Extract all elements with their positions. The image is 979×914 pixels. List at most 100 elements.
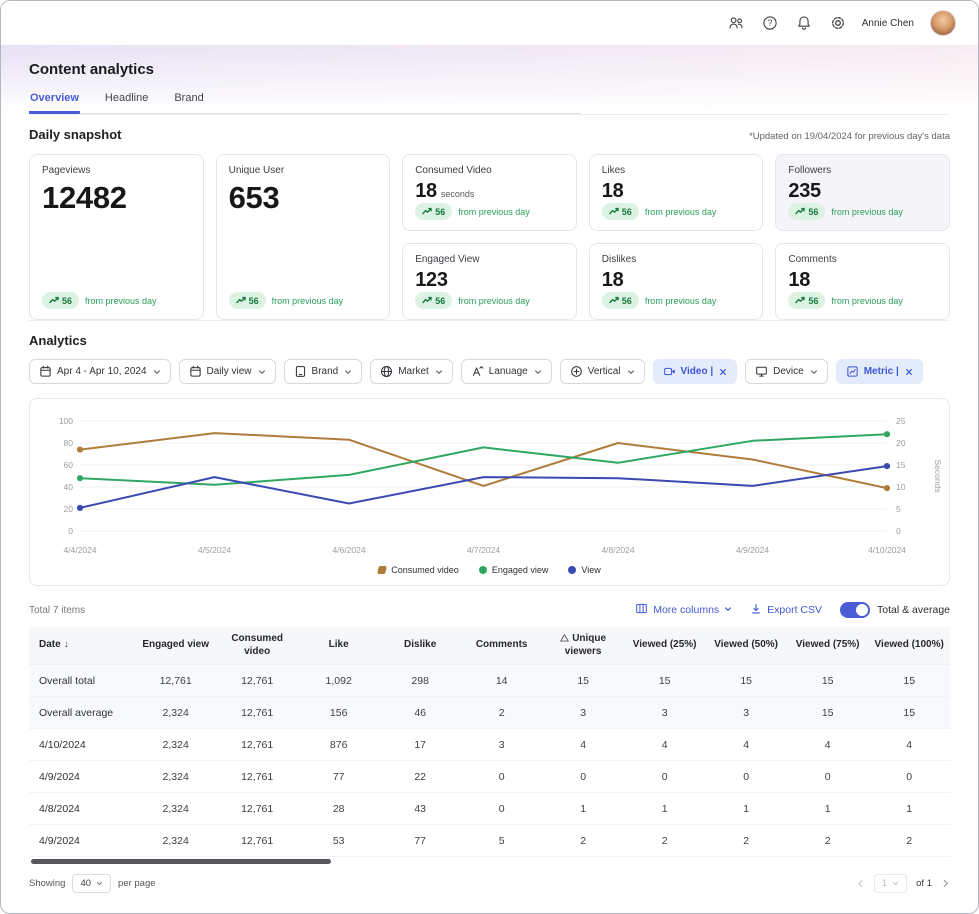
table-row[interactable]: Overall total12,76112,7611,0922981415151… bbox=[29, 665, 950, 697]
table-cell: 2,324 bbox=[135, 761, 217, 793]
table-cell: 1 bbox=[787, 793, 869, 825]
column-header-consumed-video[interactable]: Consumed video bbox=[216, 627, 298, 665]
trend-up-icon bbox=[609, 295, 619, 307]
column-header-viewed-100[interactable]: Viewed (100%) bbox=[868, 627, 950, 665]
filter-chip-video[interactable]: Video | bbox=[653, 359, 738, 384]
more-columns-button[interactable]: More columns bbox=[635, 602, 732, 618]
column-header-comments[interactable]: Comments bbox=[461, 627, 543, 665]
snapshot-card: Likes 18 56 from previous day bbox=[589, 154, 764, 231]
table-cell: 53 bbox=[298, 825, 380, 857]
card-value: 123 bbox=[415, 269, 447, 292]
help-icon[interactable]: ? bbox=[762, 15, 778, 31]
monitor-icon bbox=[755, 365, 768, 378]
table-row[interactable]: 4/10/20242,32412,76187617344444 bbox=[29, 729, 950, 761]
filter-chip-lanuage[interactable]: Lanuage bbox=[461, 359, 552, 384]
table-cell: Overall total bbox=[29, 665, 135, 697]
tab-overview[interactable]: Overview bbox=[29, 92, 80, 114]
table-cell: 0 bbox=[868, 761, 950, 793]
table-cell: 0 bbox=[705, 761, 787, 793]
snapshot-card: Dislikes 18 56 from previous day bbox=[589, 243, 764, 320]
filter-chip-daily-view[interactable]: Daily view bbox=[179, 359, 276, 384]
column-header-viewed-25[interactable]: Viewed (25%) bbox=[624, 627, 706, 665]
column-header-viewed-50[interactable]: Viewed (50%) bbox=[705, 627, 787, 665]
table-cell: 0 bbox=[461, 793, 543, 825]
delta-value: 56 bbox=[808, 207, 818, 217]
table-toolbar: Total 7 items More columns Export CSV To… bbox=[29, 602, 950, 618]
table-cell: 3 bbox=[542, 697, 624, 729]
svg-text:0: 0 bbox=[68, 526, 73, 536]
chevron-down-icon bbox=[810, 368, 818, 376]
delta-value: 56 bbox=[62, 296, 72, 306]
column-header-like[interactable]: Like bbox=[298, 627, 380, 665]
avatar[interactable] bbox=[930, 10, 956, 36]
delta-value: 56 bbox=[435, 207, 445, 217]
filter-chip-brand[interactable]: Brand bbox=[284, 359, 363, 384]
chevron-down-icon bbox=[724, 604, 732, 616]
table-cell: 15 bbox=[868, 697, 950, 729]
column-header-viewed-75[interactable]: Viewed (75%) bbox=[787, 627, 869, 665]
chevron-down-icon bbox=[892, 880, 899, 887]
page-select[interactable]: 1 bbox=[874, 874, 907, 893]
total-average-toggle[interactable] bbox=[840, 602, 870, 618]
column-header-engaged-view[interactable]: Engaged view bbox=[135, 627, 217, 665]
updated-note: *Updated on 19/04/2024 for previous day'… bbox=[749, 131, 950, 142]
table-row[interactable]: 4/8/20242,32412,7612843011111 bbox=[29, 793, 950, 825]
prev-page-icon[interactable] bbox=[856, 879, 865, 888]
delta-badge: 56 bbox=[602, 292, 639, 309]
delta-note: from previous day bbox=[458, 207, 530, 217]
topbar-icons: ? bbox=[728, 15, 846, 31]
filter-chip-apr-4-apr-10-2024[interactable]: Apr 4 - Apr 10, 2024 bbox=[29, 359, 171, 384]
snapshot-card: Consumed Video 18 seconds 56 from previo… bbox=[402, 154, 577, 231]
column-header-date[interactable]: Date↓ bbox=[29, 627, 135, 665]
page-header: Content analytics OverviewHeadlineBrand bbox=[1, 45, 978, 114]
main-content: Daily snapshot *Updated on 19/04/2024 fo… bbox=[1, 114, 978, 864]
bell-icon[interactable] bbox=[796, 15, 812, 31]
table-cell: 46 bbox=[379, 697, 461, 729]
column-header-dislike[interactable]: Dislike bbox=[379, 627, 461, 665]
card-label: Dislikes bbox=[602, 254, 751, 265]
table-cell: 4 bbox=[624, 729, 706, 761]
chip-label: Video | bbox=[681, 366, 714, 377]
sort-desc-icon: ↓ bbox=[64, 639, 69, 650]
page-current: 1 bbox=[882, 878, 887, 889]
table-cell: 2,324 bbox=[135, 825, 217, 857]
svg-text:80: 80 bbox=[64, 438, 74, 448]
column-header-unique-viewers[interactable]: Unique viewers bbox=[542, 627, 624, 665]
horizontal-scrollbar[interactable] bbox=[31, 859, 331, 864]
delta-value: 56 bbox=[249, 296, 259, 306]
table-row[interactable]: 4/9/20242,32412,7617722000000 bbox=[29, 761, 950, 793]
table-cell: 4 bbox=[787, 729, 869, 761]
close-icon[interactable] bbox=[905, 368, 913, 376]
export-csv-button[interactable]: Export CSV bbox=[750, 603, 822, 618]
card-label: Comments bbox=[788, 254, 937, 265]
filter-chip-metric[interactable]: Metric | bbox=[836, 359, 923, 384]
analytics-section: Analytics Apr 4 - Apr 10, 2024Daily view… bbox=[29, 320, 950, 586]
table-section: Total 7 items More columns Export CSV To… bbox=[29, 602, 950, 864]
total-items-label: Total 7 items bbox=[29, 605, 85, 616]
delta-note: from previous day bbox=[645, 296, 717, 306]
chip-label: Market bbox=[398, 366, 429, 377]
page-size-select[interactable]: 40 bbox=[72, 874, 111, 893]
table-footer: Showing 40 per page 1 of 1 bbox=[1, 864, 978, 893]
svg-text:10: 10 bbox=[896, 482, 906, 492]
card-label: Unique User bbox=[229, 165, 378, 176]
people-icon[interactable] bbox=[728, 15, 744, 31]
filter-chip-vertical[interactable]: Vertical bbox=[560, 359, 645, 384]
gear-icon[interactable] bbox=[830, 15, 846, 31]
delta-note: from previous day bbox=[831, 296, 903, 306]
filter-chip-market[interactable]: Market bbox=[370, 359, 453, 384]
table-row[interactable]: Overall average2,32412,7611564623331515 bbox=[29, 697, 950, 729]
card-value: 18 bbox=[788, 269, 810, 292]
next-page-icon[interactable] bbox=[941, 879, 950, 888]
trend-up-icon bbox=[49, 295, 59, 307]
tab-brand[interactable]: Brand bbox=[173, 92, 204, 114]
tab-headline[interactable]: Headline bbox=[104, 92, 149, 114]
svg-text:15: 15 bbox=[896, 460, 906, 470]
user-name[interactable]: Annie Chen bbox=[862, 18, 914, 29]
topbar: ? Annie Chen bbox=[1, 1, 978, 45]
table-row[interactable]: 4/9/20242,32412,7615377522222 bbox=[29, 825, 950, 857]
close-icon[interactable] bbox=[719, 368, 727, 376]
trend-up-icon bbox=[422, 206, 432, 218]
filter-chip-device[interactable]: Device bbox=[745, 359, 828, 384]
table-cell: 2,324 bbox=[135, 793, 217, 825]
